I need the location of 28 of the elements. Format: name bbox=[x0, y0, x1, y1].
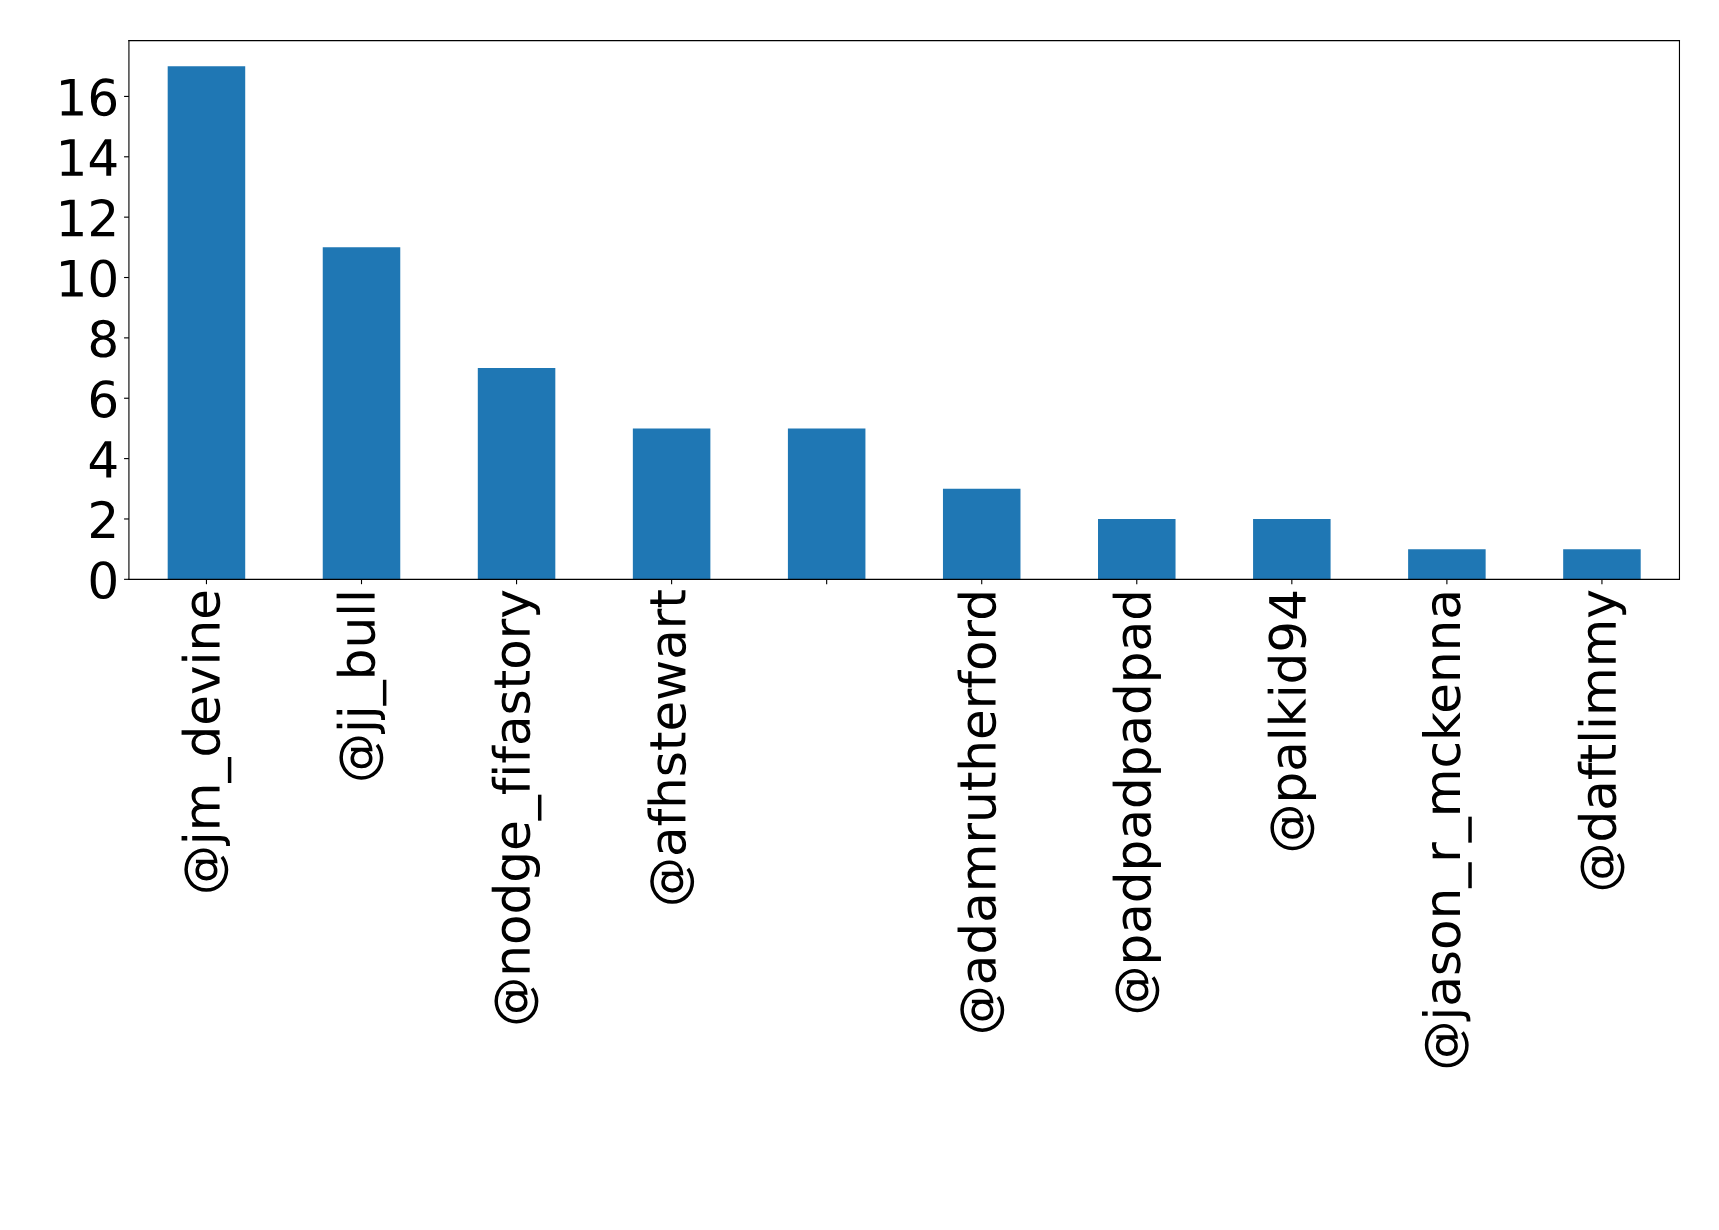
y-tick-label: 16 bbox=[61, 78, 117, 117]
x-tick-label: @afhstewart bbox=[647, 590, 695, 904]
y-tick-label: 6 bbox=[90, 380, 117, 418]
y-tick-label: 14 bbox=[61, 139, 117, 176]
x-tick-label: @nodge_fifastory bbox=[491, 590, 542, 1024]
bar bbox=[322, 247, 401, 580]
y-tick-label: 12 bbox=[61, 199, 115, 237]
x-tick-label: @adamrutherford bbox=[957, 593, 1005, 1032]
bar bbox=[632, 428, 711, 580]
bar bbox=[1408, 549, 1486, 580]
bar bbox=[787, 428, 866, 580]
x-tick-label: @padpadpadpad bbox=[1112, 593, 1161, 1013]
y-tick-label: 4 bbox=[89, 441, 117, 478]
bar bbox=[477, 368, 556, 580]
bar bbox=[167, 66, 246, 580]
bar bbox=[1098, 518, 1176, 580]
x-tick-label: @daftlimmy bbox=[1577, 590, 1627, 890]
bar bbox=[1563, 549, 1641, 580]
x-tick-label: @palkid94 bbox=[1267, 591, 1317, 851]
x-tick-label: @jj_bull bbox=[336, 593, 387, 780]
y-tick-label: 2 bbox=[91, 500, 115, 538]
bar bbox=[1253, 518, 1331, 580]
y-tick-label: 0 bbox=[90, 561, 116, 600]
x-tick-label: @jason_r_mckenna bbox=[1421, 593, 1472, 1068]
y-tick-label: 8 bbox=[90, 319, 116, 358]
bar bbox=[942, 488, 1021, 580]
y-tick-label: 10 bbox=[61, 259, 116, 298]
x-tick-label: @jm_devine bbox=[181, 591, 232, 892]
